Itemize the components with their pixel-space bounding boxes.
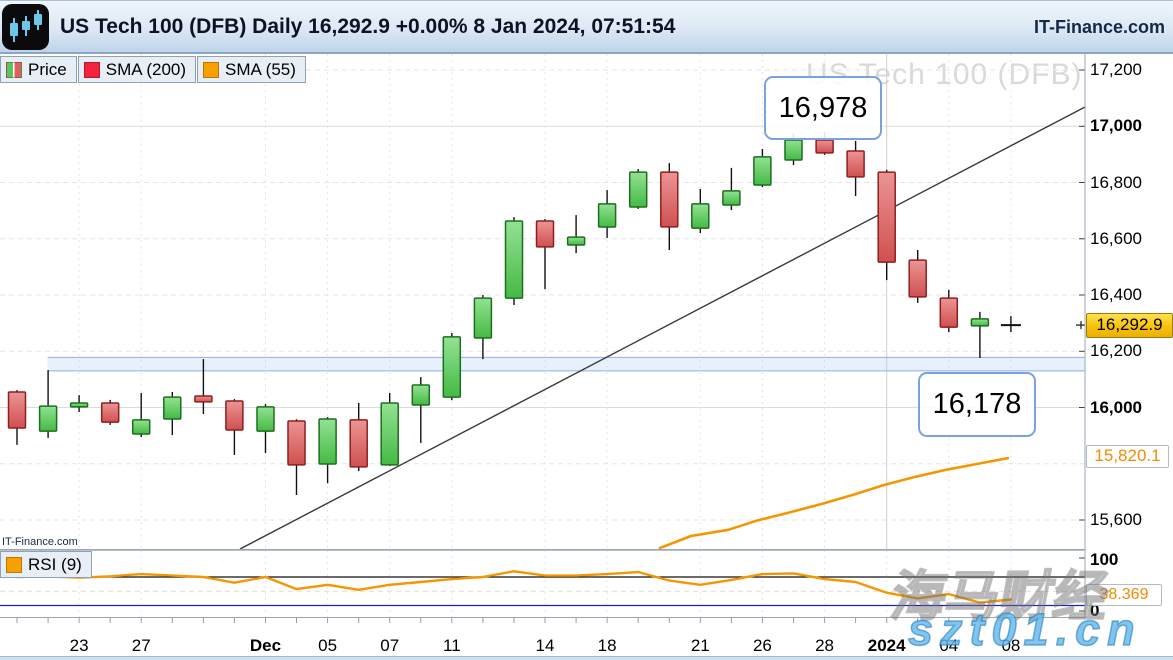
candle xyxy=(535,220,555,248)
legend-sma55[interactable]: SMA (55) xyxy=(197,56,306,83)
candle xyxy=(660,171,679,228)
sma200-swatch-icon xyxy=(83,61,100,78)
candle xyxy=(473,297,493,339)
candle xyxy=(753,156,772,186)
header-bar: US Tech 100 (DFB) Daily 16,292.9 +0.00% … xyxy=(0,0,1173,54)
candle xyxy=(7,391,27,429)
app-logo-candlestick-icon[interactable] xyxy=(2,4,49,50)
candle xyxy=(442,336,462,398)
rsi-axis-bottom-label: 0 xyxy=(1090,601,1100,620)
x-axis-label: 14 xyxy=(535,636,555,655)
candles-layer xyxy=(7,132,1021,495)
cn-site-watermark: szt01.cn xyxy=(907,603,1142,656)
x-axis-label: 27 xyxy=(131,636,151,655)
brand-link[interactable]: IT-Finance.com xyxy=(1033,17,1165,37)
candle xyxy=(349,419,368,468)
candle xyxy=(100,402,120,423)
x-axis-label: 18 xyxy=(597,636,617,655)
candle xyxy=(939,297,959,328)
x-axis-label: Dec xyxy=(249,636,282,655)
candle xyxy=(194,395,213,403)
price-swatch-icon xyxy=(6,61,22,78)
y-axis-label: 16,000 xyxy=(1090,397,1142,417)
candle xyxy=(256,406,275,432)
candle xyxy=(691,203,710,229)
candle xyxy=(69,402,89,408)
candle xyxy=(877,171,896,263)
x-axis-label: 08 xyxy=(1001,636,1021,655)
candle xyxy=(318,418,337,465)
rsi-swatch-icon xyxy=(6,556,22,573)
x-axis-label: 23 xyxy=(69,636,89,655)
rsi-axis-top-label: 100 xyxy=(1090,550,1119,569)
y-axis-label: 17,200 xyxy=(1090,60,1142,79)
bottom-border-strip xyxy=(0,656,1173,660)
x-axis-tick-strip xyxy=(16,618,1012,623)
last-price-badge: 16,292.9 xyxy=(1086,313,1173,338)
candle xyxy=(815,139,834,154)
y-axis-label: 17,000 xyxy=(1090,116,1142,136)
legend-row: Price SMA (200) SMA (55) xyxy=(0,56,307,83)
x-axis-label: 2024 xyxy=(867,636,906,655)
y-axis-label: 16,200 xyxy=(1090,341,1142,361)
x-axis-label: 26 xyxy=(752,636,772,655)
sma55-line xyxy=(658,456,1010,550)
y-axis-label: 16,600 xyxy=(1090,228,1142,248)
support-zone[interactable] xyxy=(47,356,1085,372)
candle xyxy=(970,318,990,327)
candle xyxy=(504,220,524,299)
x-axis-label: 05 xyxy=(318,636,338,655)
x-axis-label: 28 xyxy=(815,636,834,655)
x-axis-label: 04 xyxy=(939,636,959,655)
y-axis-label: 15,600 xyxy=(1090,510,1142,529)
price-chart-canvas[interactable] xyxy=(0,54,1086,550)
chart-title: US Tech 100 (DFB) Daily 16,292.9 +0.00% … xyxy=(60,15,676,38)
rsi-line xyxy=(15,570,1013,604)
legend-sma55-label: SMA (55) xyxy=(225,59,296,79)
peak-price-annotation[interactable]: 16,978 xyxy=(764,76,882,140)
candle xyxy=(287,420,306,466)
candle xyxy=(38,405,58,432)
legend-rsi[interactable]: RSI (9) xyxy=(0,551,92,578)
trend-line[interactable] xyxy=(239,106,1086,550)
candle xyxy=(566,236,586,246)
candle xyxy=(163,396,182,420)
candle xyxy=(131,419,151,435)
candle xyxy=(380,402,399,466)
legend-sma200-label: SMA (200) xyxy=(105,59,187,79)
rsi-value-badge: 38.369 xyxy=(1086,584,1162,606)
y-axis-label: 16,800 xyxy=(1090,172,1142,192)
candle xyxy=(908,259,927,298)
candle xyxy=(597,203,617,228)
candle xyxy=(784,139,803,161)
legend-price[interactable]: Price xyxy=(0,56,77,83)
candle xyxy=(846,150,865,178)
sma55-swatch-icon xyxy=(203,61,220,78)
candle xyxy=(628,171,648,208)
x-axis-label: 11 xyxy=(443,636,461,655)
y-axis-label: 16,400 xyxy=(1090,285,1142,304)
candle xyxy=(411,384,431,406)
site-watermark-small: IT-Finance.com xyxy=(2,536,78,548)
last-price-axis-marker xyxy=(1076,321,1085,330)
candlestick-logo-glyph xyxy=(10,10,42,42)
support-price-annotation[interactable]: 16,178 xyxy=(918,372,1036,437)
x-axis-label: 21 xyxy=(690,636,710,655)
legend-sma200[interactable]: SMA (200) xyxy=(77,56,197,83)
rsi-legend-row: RSI (9) xyxy=(0,551,93,578)
x-axis-label: 07 xyxy=(380,636,400,655)
legend-rsi-label: RSI (9) xyxy=(28,554,82,574)
candle xyxy=(722,190,741,206)
candle xyxy=(225,400,244,431)
rsi-panel-canvas[interactable] xyxy=(0,550,1086,618)
legend-price-label: Price xyxy=(28,59,67,79)
sma55-value-badge: 15,820.1 xyxy=(1086,445,1169,468)
